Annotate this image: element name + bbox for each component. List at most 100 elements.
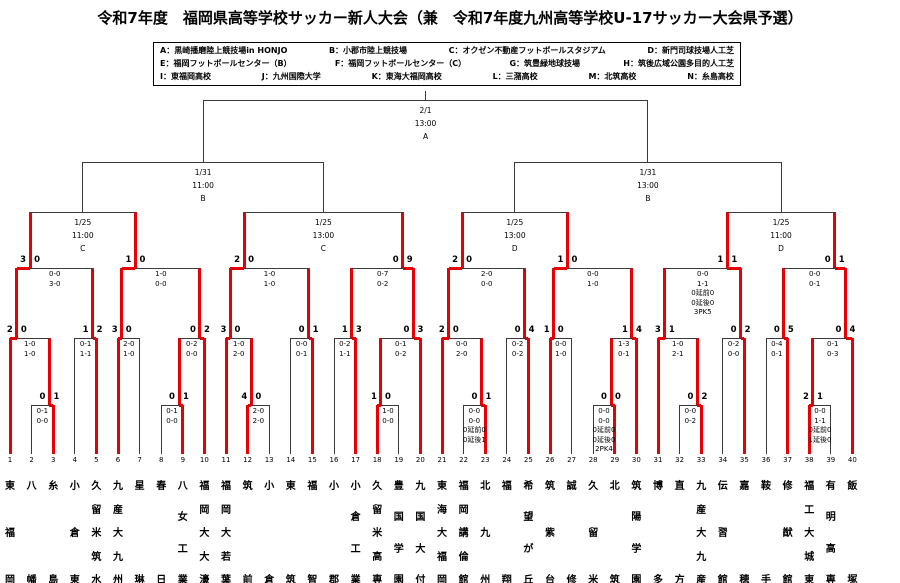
match-score-right: 0 (557, 325, 564, 335)
team-name-char: 米 (372, 528, 383, 539)
winner-bar (226, 336, 231, 340)
advance-line (523, 268, 527, 338)
advance-line (249, 338, 253, 405)
match-detail: 1-1 (814, 416, 826, 425)
team-number: 6 (115, 456, 121, 464)
team-number: 31 (653, 456, 663, 464)
match-bar (118, 337, 140, 339)
match-score-left: 1 (621, 325, 628, 335)
team-name-char: 大 (415, 543, 426, 555)
match-score-left: 1 (82, 325, 89, 335)
match-score-left: 0 (835, 325, 842, 335)
match-detail: 2-0 (481, 270, 493, 278)
match-detail: 0-1 (394, 340, 407, 348)
team-line (548, 338, 552, 454)
round-label: 2/1 (419, 106, 432, 115)
venue-entry: L：三潴高校 (492, 71, 538, 81)
team-name-char: 修 (782, 481, 793, 492)
team-name-char: 九 (696, 481, 707, 492)
winner-bar (697, 403, 702, 407)
venue-entry: D：新門司球技場人工芝 (647, 46, 734, 56)
match-score-left: 2 (803, 392, 809, 402)
match-score-left: 1 (717, 255, 724, 265)
match-detail: 0-0 (481, 279, 493, 288)
team-number: 28 (588, 456, 598, 464)
team-name-char: 館 (782, 575, 793, 583)
match-bar (247, 404, 270, 406)
match-score-left: 3 (220, 325, 227, 335)
team-number: 32 (675, 456, 685, 464)
team-number: 12 (243, 456, 253, 464)
team-name-char: 東 (69, 575, 80, 583)
team-name-char: 福 (458, 481, 469, 492)
match-score-left: 2 (438, 325, 445, 335)
team-name-char: 春 (156, 481, 167, 492)
advance-line (565, 212, 569, 268)
team-name-char: 園 (631, 575, 642, 583)
team-number: 13 (264, 456, 274, 464)
match-score-right: 9 (406, 255, 413, 265)
team-name-char: 多 (653, 575, 663, 583)
team-line (506, 338, 508, 454)
round-label: 11:00 (192, 181, 214, 190)
round-label: 1/31 (194, 168, 212, 177)
match-detail: 2-0 (252, 407, 265, 415)
match-score-right: 0 (234, 325, 241, 335)
team-name-char: 筑 (609, 575, 620, 583)
team-name-char: 琳 (134, 575, 145, 583)
match-detail: 0-0 (468, 416, 481, 425)
match-detail: 0-0 (598, 407, 610, 415)
match-detail: 1-0 (232, 340, 245, 348)
team-line (722, 338, 724, 454)
advance-line (647, 100, 649, 162)
match-detail: 0-2 (511, 349, 524, 358)
team-line (333, 338, 335, 454)
winner-bar (49, 403, 54, 407)
match-score-right: 0 (34, 255, 41, 265)
team-name-char: 米 (91, 528, 102, 539)
team-name-char: 博 (653, 481, 663, 492)
team-name-char: 園 (393, 575, 404, 583)
team-name-char: 専 (372, 575, 383, 583)
team-name-char: 陽 (631, 512, 642, 524)
team-name-char: 北 (480, 481, 491, 492)
advance-line (177, 338, 181, 405)
match-detail: 0延前0 (592, 426, 616, 434)
team-name-char: 海 (437, 504, 447, 516)
team-number: 36 (761, 456, 771, 464)
winner-bar (442, 336, 449, 340)
match-detail: 0-1 (617, 349, 630, 358)
winner-bar (727, 266, 741, 270)
team-name-char: 久 (372, 481, 383, 492)
match-detail: 0-4 (771, 340, 783, 348)
team-name-char: 国 (393, 512, 404, 524)
winner-bar (10, 336, 17, 340)
match-bar (809, 404, 831, 406)
team-line (310, 338, 314, 454)
round-label: B (645, 194, 651, 203)
round-label: A (422, 132, 429, 141)
team-number: 8 (158, 456, 164, 464)
match-detail: 0延後0 (592, 435, 616, 444)
match-detail: 0-0 (455, 340, 468, 348)
team-name-char: 産 (696, 575, 707, 583)
advance-line (782, 268, 786, 338)
advance-line (242, 212, 246, 268)
team-name-char: 前 (242, 575, 253, 583)
venue-legend-row: A：黒崎播磨陸上競技場in HONJO B：小郡市陸上競技場 C：オクゼン不動産フッ… (160, 45, 734, 57)
team-number: 4 (72, 456, 78, 464)
team-name-char: 大 (696, 528, 707, 539)
match-bar (161, 404, 183, 406)
team-name-char: 大 (437, 528, 447, 539)
venue-entry: I：東福岡高校 (160, 71, 211, 81)
team-name-char: 九 (480, 528, 491, 539)
team-name-char: 飯 (847, 481, 858, 492)
match-detail: 1-0 (382, 407, 394, 415)
team-name-char: 工 (350, 543, 361, 555)
match-bar (448, 267, 525, 269)
match-detail: 0延前0 (462, 426, 486, 434)
team-number: 29 (610, 456, 620, 464)
team-name-char: 筑 (545, 481, 555, 492)
match-score-right: 0 (255, 392, 262, 402)
team-number: 2 (29, 456, 34, 464)
